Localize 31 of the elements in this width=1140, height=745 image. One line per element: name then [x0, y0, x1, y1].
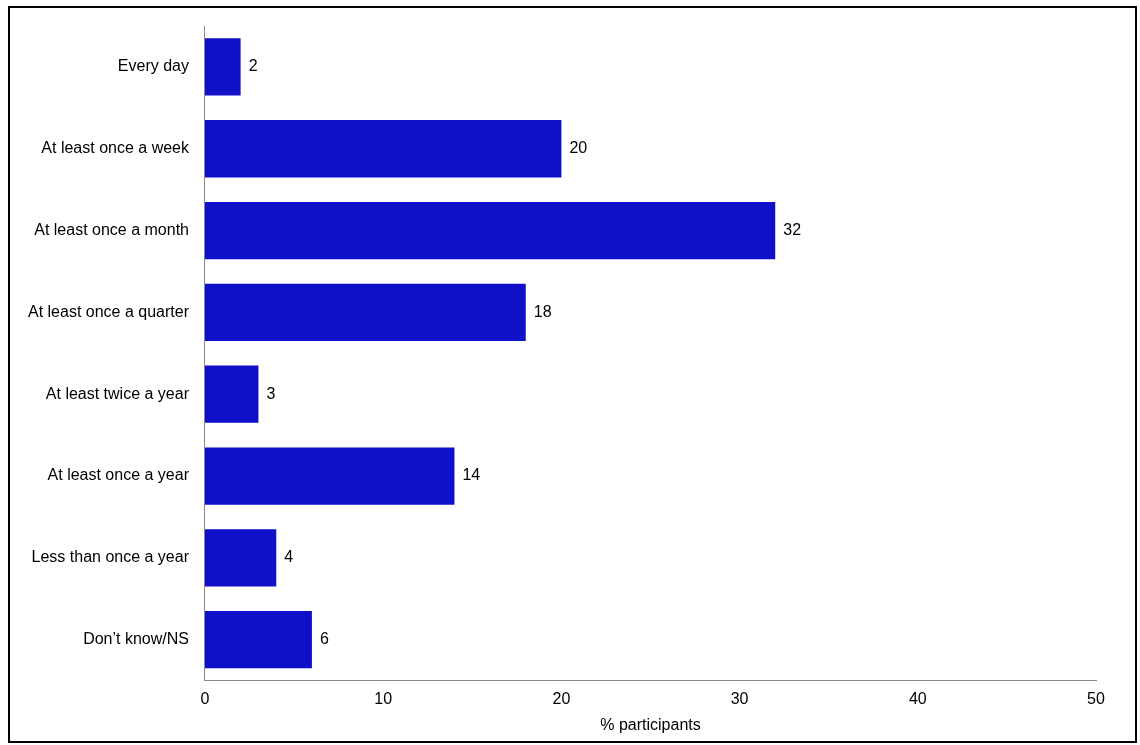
bar: [204, 283, 526, 342]
data-label: 4: [284, 548, 294, 566]
x-tick-label: 20: [552, 689, 571, 707]
bar: [204, 529, 277, 587]
bar: [204, 120, 562, 178]
x-axis-title: % participants: [600, 715, 701, 733]
data-label: 6: [319, 630, 329, 648]
bar: [204, 611, 312, 669]
bar: [204, 365, 259, 423]
y-tick-label: At least twice a year: [45, 384, 190, 402]
x-tick-label: 10: [374, 689, 393, 707]
x-tick-label: 0: [200, 689, 210, 707]
data-label: 3: [266, 384, 276, 402]
y-tick-label: Every day: [117, 57, 189, 75]
data-label: 14: [462, 466, 481, 484]
y-tick-label: At least once a year: [47, 466, 190, 484]
y-tick-label: Don’t know/NS: [83, 630, 189, 648]
bar: [204, 447, 455, 505]
y-tick-label: At least once a quarter: [28, 302, 190, 320]
x-tick-label: 50: [1087, 689, 1105, 707]
bar: [204, 38, 241, 96]
y-tick-label: Less than once a year: [31, 548, 190, 566]
bar: [204, 201, 776, 260]
data-label: 32: [783, 220, 802, 238]
y-tick-label: At least once a month: [34, 220, 189, 238]
data-label: 18: [533, 302, 552, 320]
x-tick-label: 30: [730, 689, 749, 707]
y-tick-label: At least once a week: [41, 139, 190, 157]
data-label: 2: [248, 57, 258, 75]
x-tick-label: 40: [908, 689, 927, 707]
data-label: 20: [569, 139, 588, 157]
